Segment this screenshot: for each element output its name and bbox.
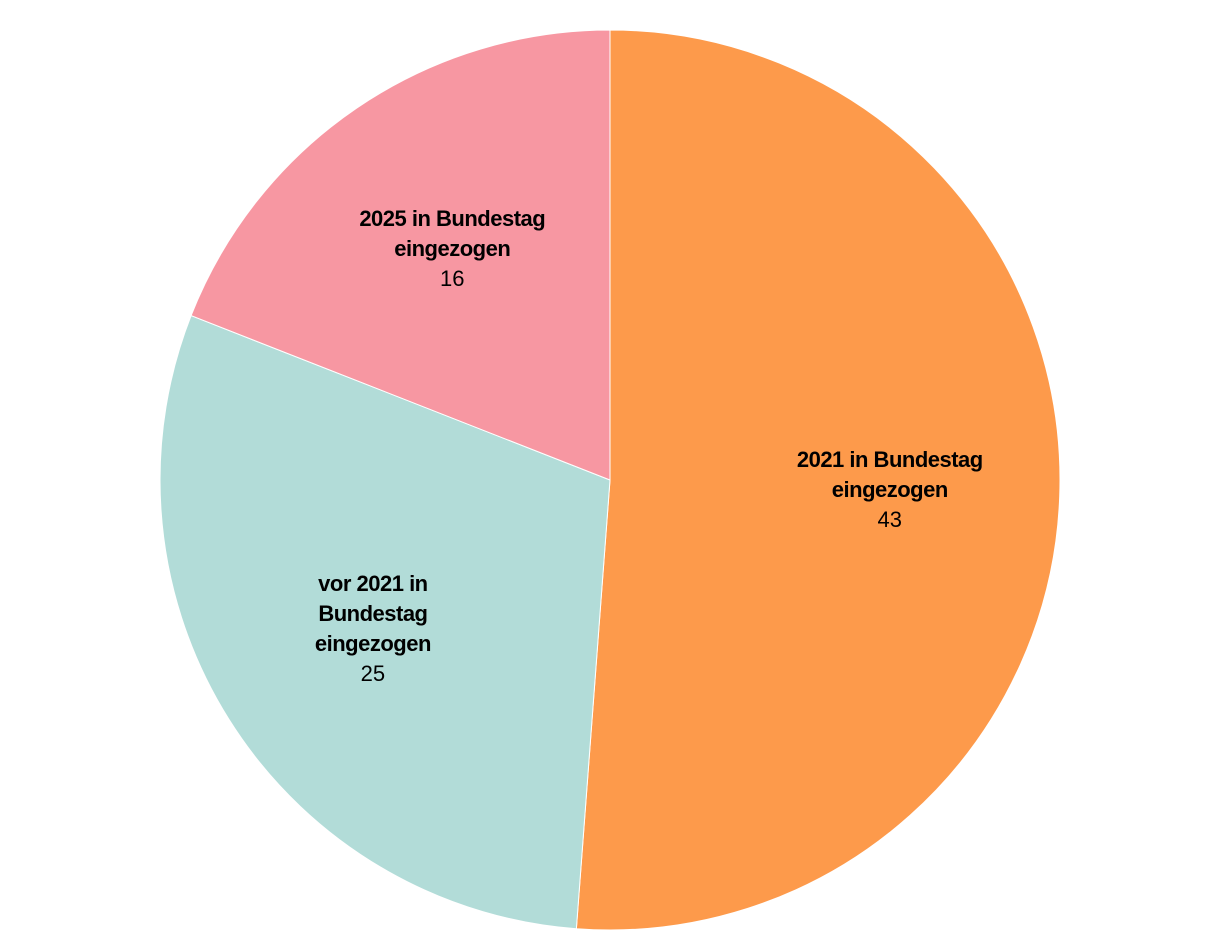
value-label: 43 xyxy=(877,507,903,533)
category-label: 2021 in Bundestag eingezogen xyxy=(796,447,983,503)
slice-label: vor 2021 in Bundestag eingezogen 25 xyxy=(298,569,448,689)
pie-slice xyxy=(575,29,1061,931)
pie-slice xyxy=(159,314,611,930)
value-label: 16 xyxy=(440,265,465,291)
value-label: 25 xyxy=(360,660,386,686)
pie-slice xyxy=(190,29,611,481)
slice-label: 2025 in Bundestag eingezogen 16 xyxy=(342,204,562,294)
category-label: 2025 in Bundestag eingezogen xyxy=(359,205,546,261)
slice-label: 2021 in Bundestag eingezogen 43 xyxy=(780,445,1000,535)
category-label: vor 2021 in Bundestag eingezogen xyxy=(314,570,432,656)
